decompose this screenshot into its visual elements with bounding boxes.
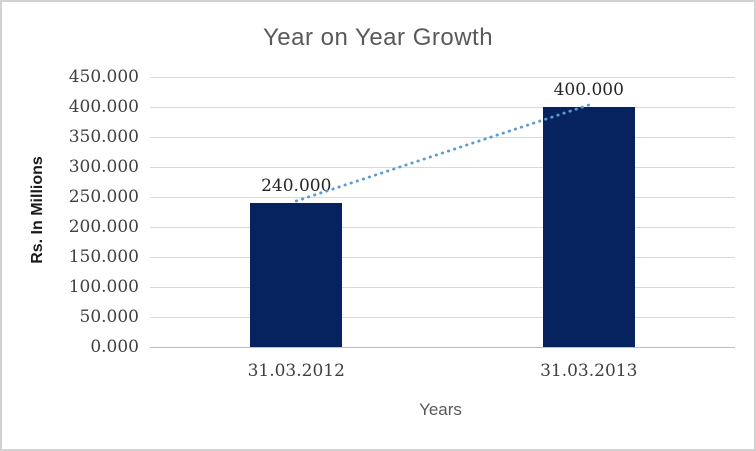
- gridline: [150, 166, 735, 168]
- bar-data-label: 400.000: [553, 80, 624, 100]
- gridline: [150, 316, 735, 318]
- y-tick-label: 450.000: [68, 67, 139, 87]
- bar-data-label: 240.000: [261, 176, 332, 196]
- gridline: [150, 106, 735, 108]
- x-axis-title: Years: [419, 400, 462, 419]
- y-tick-label: 0.000: [90, 337, 139, 357]
- gridline: [150, 256, 735, 258]
- gridline: [150, 286, 735, 288]
- y-tick-label: 50.000: [79, 307, 139, 327]
- y-tick-label: 100.000: [68, 277, 139, 297]
- y-tick-label: 400.000: [68, 97, 139, 117]
- chart-title: Year on Year Growth: [262, 24, 494, 51]
- gridline: [150, 226, 735, 228]
- x-axis-line: [150, 346, 735, 348]
- y-tick-label: 150.000: [68, 247, 139, 267]
- y-tick-label: 300.000: [68, 157, 139, 177]
- bar: [542, 107, 635, 347]
- gridline: [150, 136, 735, 138]
- bar: [250, 203, 343, 347]
- y-tick-label: 200.000: [68, 217, 139, 237]
- gridline: [150, 76, 735, 78]
- y-tick-label: 350.000: [68, 127, 139, 147]
- y-tick-label: 250.000: [68, 187, 139, 207]
- x-tick-label: 31.03.2012: [247, 361, 345, 381]
- x-tick-label: 31.03.2013: [540, 361, 638, 381]
